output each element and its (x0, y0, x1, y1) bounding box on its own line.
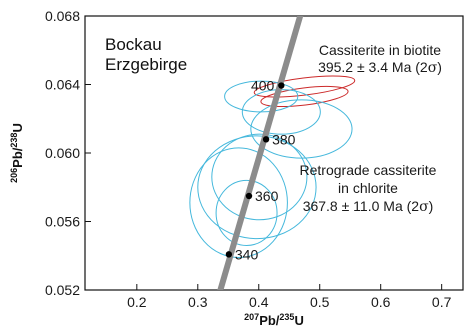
y-axis-label: 206Pb/238U (9, 123, 25, 183)
biotite-series-label: Cassiterite in biotite (319, 42, 441, 58)
age-point-380 (262, 136, 270, 143)
x-tick-label: 0.3 (188, 294, 208, 310)
chlorite-age-label: 367.8 ± 11.0 Ma (2σ) (303, 198, 434, 215)
chlorite-error-ellipse (189, 147, 288, 258)
y-tick-label: 0.060 (45, 145, 80, 161)
x-axis-label: 207Pb/235U (244, 312, 304, 328)
ticks-layer: 0.2 0.3 0.4 0.5 0.6 0.7 0.052 0.056 0.060 0.064 0.… (45, 8, 452, 310)
biotite-error-ellipse (260, 85, 349, 108)
age-point-360 (245, 192, 253, 200)
x-tick-label: 0.5 (310, 294, 330, 310)
chlorite-series-label-line2: in chlorite (338, 180, 398, 196)
age-label-380: 380 (272, 131, 296, 147)
plot-frame (84, 15, 464, 291)
age-point-340 (225, 251, 233, 258)
chlorite-error-ellipse (250, 99, 353, 159)
biotite-error-ellipse (253, 75, 356, 98)
chlorite-error-ellipse (215, 179, 278, 246)
x-tick-label: 0.2 (127, 294, 147, 310)
concordia-points: 340 360 380 400 (225, 78, 296, 262)
biotite-age-label: 395.2 ± 3.4 Ma (2σ) (318, 59, 442, 76)
age-point-400 (278, 82, 285, 89)
x-tick-label: 0.7 (432, 294, 452, 310)
y-tick-label: 0.064 (45, 77, 80, 93)
location-label-line1: Bockau (105, 35, 162, 54)
age-label-360: 360 (255, 188, 279, 204)
y-tick-label: 0.052 (45, 282, 80, 298)
age-label-400: 400 (251, 78, 275, 94)
y-tick-label: 0.056 (45, 214, 80, 230)
chlorite-error-ellipse (197, 135, 317, 240)
concordia-curve (217, 16, 304, 290)
y-tick-label: 0.068 (45, 8, 80, 24)
chlorite-error-ellipse (211, 133, 308, 221)
location-label-line2: Erzgebirge (105, 55, 187, 74)
x-tick-label: 0.6 (371, 294, 391, 310)
age-label-340: 340 (235, 246, 259, 262)
x-tick-label: 0.4 (249, 294, 269, 310)
chlorite-series-label-line1: Retrograde cassiterite (300, 162, 437, 178)
ellipses-layer (189, 75, 356, 258)
